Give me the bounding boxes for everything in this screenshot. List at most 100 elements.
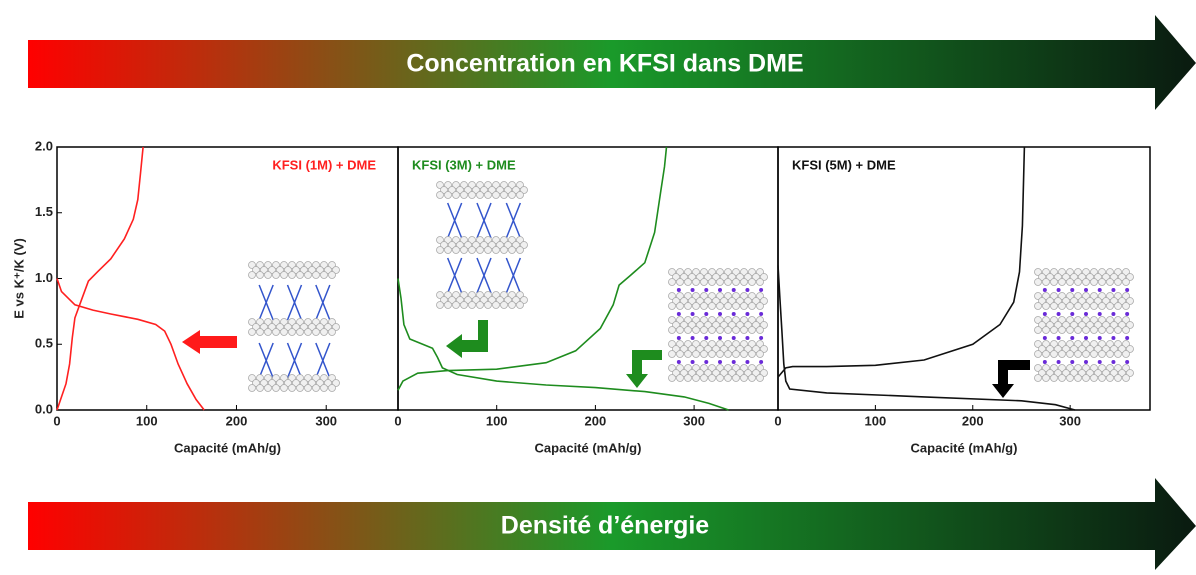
graphene [328,374,336,382]
graphene [724,316,732,324]
graphene [692,278,700,286]
graphene [692,340,700,348]
graphene [480,241,488,249]
graphene [472,296,480,304]
graphene [292,266,300,274]
potassium [690,312,695,316]
graphene [460,181,468,189]
graphene [296,374,304,382]
solvent [446,202,463,239]
graphene [672,345,680,353]
graphene [1114,278,1122,286]
graphene [1054,321,1062,329]
graphene [452,246,460,254]
graphene [452,181,460,189]
graphene [1114,316,1122,324]
graphene [320,271,328,279]
graphene [304,374,312,382]
arrow [182,330,237,354]
graphene [448,296,456,304]
arrow [626,350,662,388]
graphene [672,297,680,305]
graphene [1114,326,1122,334]
graphene [272,318,280,326]
graphene [504,186,512,194]
graphene [1122,302,1130,310]
graphene [1118,321,1126,329]
graphene [324,379,332,387]
graphene [684,268,692,276]
solvent [286,342,303,379]
graphene [1046,297,1054,305]
graphene [1046,273,1054,281]
graphene [516,191,524,199]
graphene [316,323,324,331]
graphene [1034,302,1042,310]
graphene [1098,292,1106,300]
graphene [1062,345,1070,353]
solvent [476,202,492,239]
graphene [284,266,292,274]
graphene [680,321,688,329]
graphene [668,340,676,348]
graphene [296,384,304,392]
graphene [312,271,320,279]
arrow [446,320,488,358]
graphene [1122,316,1130,324]
graphene [500,246,508,254]
graphene [1034,278,1042,286]
graphene [1058,364,1066,372]
graphene [1050,374,1058,382]
graphene [276,266,284,274]
graphene [436,236,444,244]
graphene [452,191,460,199]
potassium [759,312,764,316]
curve [56,146,144,411]
graphene [436,301,444,309]
potassium [1056,360,1061,364]
graphene [672,369,680,377]
graphene [684,350,692,358]
graphene [752,369,760,377]
graphene [736,369,744,377]
graphene [1114,302,1122,310]
potassium [1111,312,1116,316]
graphene [692,374,700,382]
graphene [448,241,456,249]
graphene [672,273,680,281]
graphene [1054,273,1062,281]
graphene [724,364,732,372]
x-tick-label: 0 [394,413,401,428]
graphene [1110,345,1118,353]
graphene [1122,326,1130,334]
graphene [512,186,520,194]
graphene [1090,268,1098,276]
graphene [668,292,676,300]
graphene [1090,292,1098,300]
x-tick-label: 100 [136,413,158,428]
graphene [1086,321,1094,329]
potassium [718,312,722,316]
graphene [1126,297,1134,305]
graphene [436,291,444,299]
graphene [1094,369,1102,377]
graphene [740,302,748,310]
graphene [1082,292,1090,300]
graphene [1098,302,1106,310]
graphene [316,266,324,274]
graphene [1098,340,1106,348]
graphene [468,181,476,189]
graphene [1070,345,1078,353]
graphene [1066,326,1074,334]
graphene [1070,297,1078,305]
graphene [748,350,756,358]
graphene [1074,292,1082,300]
graphene [740,374,748,382]
graphene [444,291,452,299]
graphene [452,291,460,299]
graphene [668,316,676,324]
graphene [508,246,516,254]
graphene [496,186,504,194]
graphene [328,328,336,336]
graphene [492,181,500,189]
